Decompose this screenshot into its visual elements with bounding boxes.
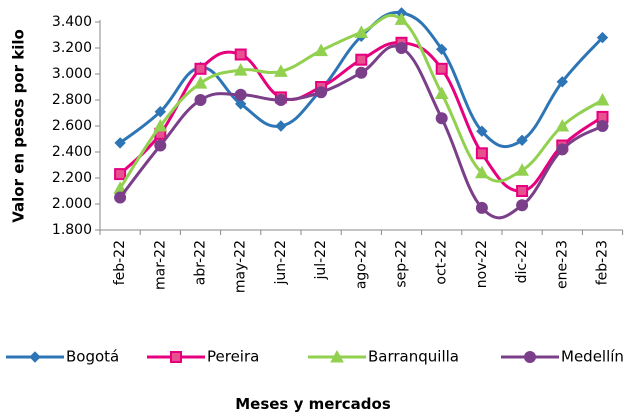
data-point-barranquilla [314, 43, 328, 57]
x-tick-label: ago-22 [353, 240, 369, 289]
y-tick-label: 1.800 [52, 222, 92, 238]
data-point-bogota [114, 137, 126, 149]
data-point-bogota [154, 105, 167, 118]
y-tick-label: 3.200 [52, 40, 92, 56]
data-point-barranquilla [434, 86, 449, 99]
series-medellin [114, 42, 609, 220]
data-point-pereira [194, 62, 207, 75]
y-tick-label: 2.000 [52, 196, 92, 212]
data-point-bogota [476, 125, 488, 137]
x-tick-label: jul-22 [313, 240, 329, 281]
x-tick-label: mar-22 [152, 240, 168, 290]
data-point-medellin [435, 112, 448, 125]
data-point-bogota [596, 31, 609, 44]
series-pereira [114, 36, 609, 197]
data-point-medellin [154, 139, 167, 152]
legend-label-bogota: Bogotá [66, 348, 119, 366]
legend-marker-pereira [170, 351, 182, 363]
data-point-medellin [516, 199, 529, 212]
data-point-pereira [114, 168, 127, 181]
data-point-barranquilla [515, 163, 529, 176]
legend-label-medellin: Medellín [561, 348, 624, 366]
x-tick-label: oct-22 [434, 240, 450, 285]
series-barranquilla [113, 12, 610, 194]
y-tick-label: 2.600 [52, 118, 92, 134]
data-point-medellin [315, 86, 328, 99]
data-point-medellin [114, 191, 127, 204]
data-point-barranquilla [394, 12, 409, 25]
x-tick-label: jun-22 [273, 240, 289, 286]
data-point-medellin [194, 94, 207, 106]
x-tick-label: may-22 [233, 240, 249, 293]
legend: Bogotá Pereira Barranquilla Medellín [6, 348, 624, 366]
x-tick-label: nov-22 [474, 240, 490, 288]
data-point-bogota [516, 134, 528, 147]
legend-marker-barranquilla [330, 349, 344, 363]
y-tick-label: 2.800 [52, 92, 92, 108]
y-axis-title: Valor en pesos por kilo [10, 29, 28, 223]
data-point-bogota [234, 98, 247, 110]
data-point-medellin [556, 143, 569, 156]
legend-item-pereira: Pereira [147, 348, 259, 366]
y-tick-label: 2.400 [52, 144, 92, 160]
data-point-bogota [556, 76, 569, 88]
data-point-pereira [435, 62, 448, 75]
data-point-barranquilla [233, 63, 248, 76]
legend-item-barranquilla: Barranquilla [308, 348, 459, 366]
data-point-barranquilla [153, 118, 168, 132]
data-point-medellin [596, 120, 609, 132]
data-point-barranquilla [274, 64, 288, 77]
data-point-medellin [355, 66, 368, 79]
data-point-medellin [395, 42, 408, 54]
legend-item-bogota: Bogotá [6, 348, 119, 366]
data-point-barranquilla [555, 118, 570, 132]
legend-marker-bogota [29, 351, 41, 363]
legend-marker-medellin [524, 351, 536, 363]
data-point-bogota [275, 120, 287, 132]
data-point-medellin [234, 88, 247, 101]
x-axis-title: Meses y mercados [235, 395, 391, 413]
legend-item-medellin: Medellín [501, 348, 624, 366]
data-point-medellin [274, 94, 287, 106]
x-tick-label: dic-22 [514, 240, 530, 283]
data-point-pereira [475, 147, 488, 160]
y-tick-label: 3.000 [52, 66, 92, 82]
data-point-pereira [516, 185, 529, 197]
data-point-pereira [234, 48, 247, 61]
x-tick-label: feb-22 [112, 240, 128, 285]
data-point-barranquilla [193, 76, 208, 89]
data-point-medellin [475, 201, 488, 214]
x-tick-label: abr-22 [193, 240, 209, 285]
legend-label-pereira: Pereira [207, 348, 259, 366]
data-point-barranquilla [354, 25, 369, 38]
plot-area [113, 7, 610, 220]
legend-label-barranquilla: Barranquilla [368, 348, 459, 366]
x-tick-label: sep-22 [394, 240, 410, 288]
axes: 1.800 2.000 2.200 2.400 2.600 2.800 3.000 3.200… [52, 14, 624, 293]
x-tick-label: feb-23 [595, 240, 611, 285]
data-point-barranquilla [475, 165, 489, 179]
data-point-bogota [435, 43, 448, 56]
x-tick-label: ene-23 [554, 240, 570, 289]
data-point-barranquilla [595, 92, 610, 106]
y-tick-label: 2.200 [52, 170, 92, 186]
y-tick-label: 3.400 [52, 14, 92, 30]
data-point-pereira [355, 53, 368, 66]
